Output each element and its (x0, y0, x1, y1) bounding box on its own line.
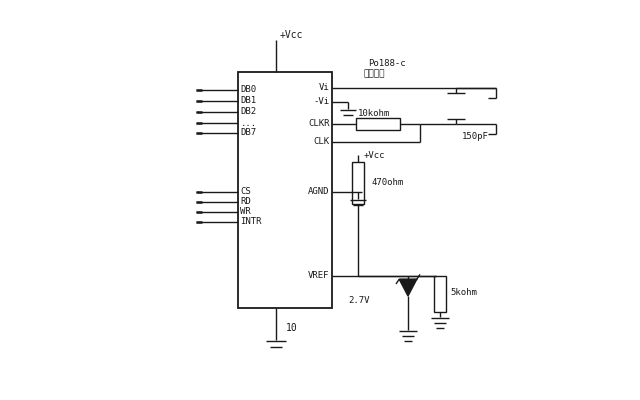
Text: CS: CS (241, 188, 251, 196)
Bar (356, 118, 400, 130)
Text: DB7: DB7 (241, 128, 257, 137)
Bar (353, 162, 364, 204)
Text: DB2: DB2 (241, 107, 257, 116)
Text: Vi: Vi (319, 84, 330, 92)
Text: -Vi: -Vi (314, 98, 330, 106)
Text: 2.7V: 2.7V (349, 296, 371, 305)
Text: CLK: CLK (314, 138, 330, 146)
Text: WR: WR (241, 208, 251, 216)
Polygon shape (399, 279, 417, 296)
Text: AGND: AGND (308, 188, 330, 196)
Bar (238, 72, 332, 308)
Text: DB0: DB0 (241, 86, 257, 94)
Text: 5kohm: 5kohm (450, 288, 477, 297)
Text: INTR: INTR (241, 218, 262, 226)
Text: Po188-c: Po188-c (368, 60, 406, 68)
Text: 10: 10 (286, 323, 298, 333)
Text: CLKR: CLKR (308, 120, 330, 128)
Text: 150pF: 150pF (462, 132, 489, 141)
Text: 470ohm: 470ohm (371, 178, 403, 187)
Text: VREF: VREF (308, 272, 330, 280)
Text: DB1: DB1 (241, 96, 257, 105)
Text: RD: RD (241, 198, 251, 206)
Text: ...: ... (241, 119, 257, 128)
Text: 输出电压: 输出电压 (364, 70, 385, 78)
Text: +Vcc: +Vcc (279, 30, 303, 40)
Bar (435, 276, 445, 312)
Text: +Vcc: +Vcc (364, 151, 385, 160)
Text: 10kohm: 10kohm (358, 110, 390, 118)
